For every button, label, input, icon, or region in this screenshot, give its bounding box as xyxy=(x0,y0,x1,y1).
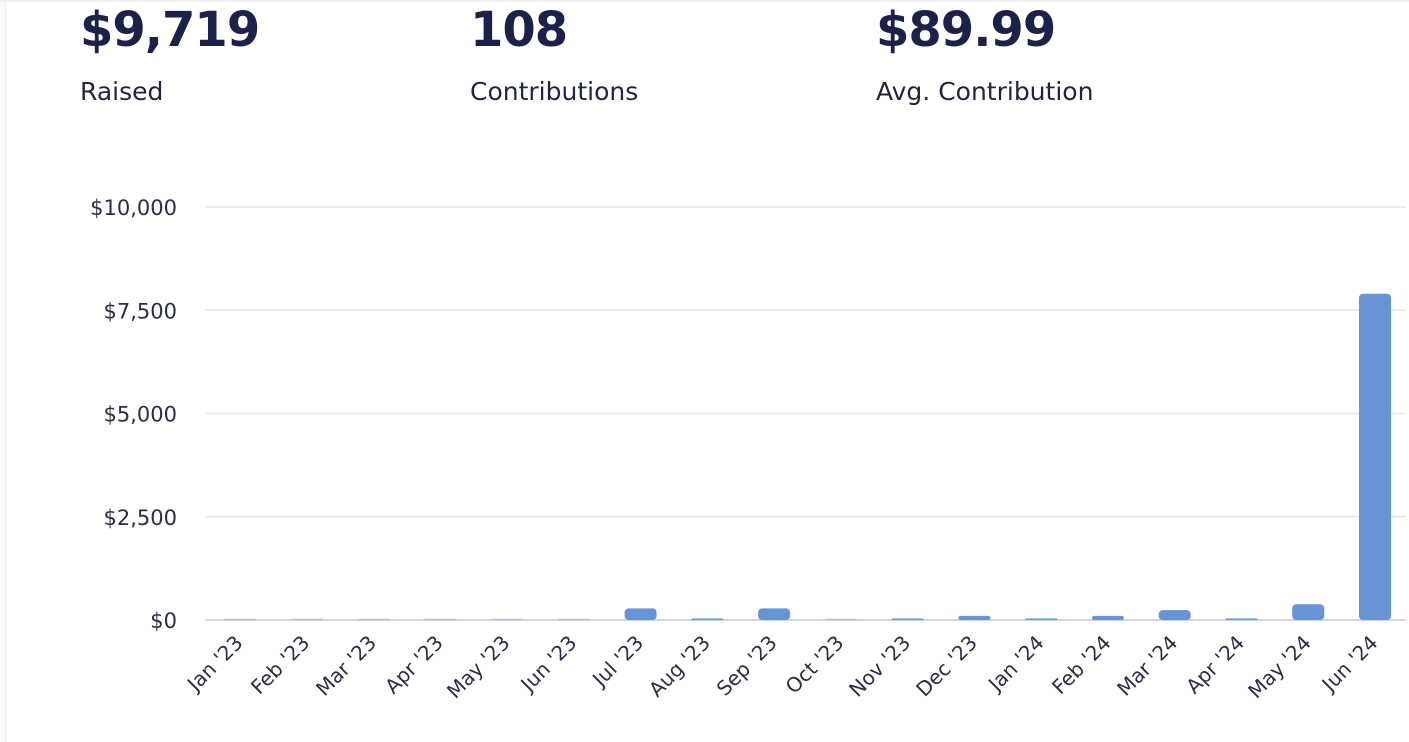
page-top-border xyxy=(0,0,1409,2)
bar[interactable] xyxy=(691,618,724,621)
stat-average-label: Avg. Contribution xyxy=(876,77,1094,106)
x-tick-label: Dec '23 xyxy=(911,631,982,702)
x-tick-label: Jun '24 xyxy=(1316,631,1383,698)
x-tick-label: Jan '24 xyxy=(982,631,1049,698)
x-tick-label: Sep '23 xyxy=(712,631,782,701)
x-tick-label: Apr '23 xyxy=(380,631,448,699)
x-tick-label: Feb '23 xyxy=(246,631,314,699)
stat-contributions: 108 Contributions xyxy=(470,0,638,107)
chart-gridlines xyxy=(205,206,1406,621)
x-tick-label: Feb '24 xyxy=(1047,631,1115,699)
bar[interactable] xyxy=(624,608,657,620)
y-tick-label: $5,000 xyxy=(104,403,177,427)
bar[interactable] xyxy=(891,618,924,621)
x-tick-label: Nov '23 xyxy=(844,631,915,702)
stat-average-value: $89.99 xyxy=(876,2,1056,58)
bar[interactable] xyxy=(357,618,390,621)
bar[interactable] xyxy=(424,618,457,621)
stat-raised-label: Raised xyxy=(80,77,164,106)
bar[interactable] xyxy=(824,618,857,621)
bar[interactable] xyxy=(1091,615,1124,620)
bar[interactable] xyxy=(557,618,590,621)
chart-bars xyxy=(224,293,1391,621)
x-tick-label: Mar '23 xyxy=(311,631,381,701)
bar[interactable] xyxy=(1292,604,1325,620)
bar[interactable] xyxy=(1225,618,1258,621)
x-tick-label: May '23 xyxy=(442,631,515,704)
bar[interactable] xyxy=(1359,293,1391,620)
bar[interactable] xyxy=(1158,610,1191,620)
stat-raised: $9,719 Raised xyxy=(80,0,260,107)
x-tick-label: Jun '23 xyxy=(514,631,581,698)
stat-average: $89.99 Avg. Contribution xyxy=(876,0,1093,107)
y-axis-ticks: $0 $2,500 $5,000 $7,500 $10,000 xyxy=(90,196,177,633)
x-tick-label: Jan '23 xyxy=(181,631,248,698)
stat-contributions-label: Contributions xyxy=(470,77,639,106)
x-tick-label: May '24 xyxy=(1243,631,1316,704)
x-tick-label: Jul '23 xyxy=(586,631,648,693)
bar[interactable] xyxy=(491,618,524,621)
y-tick-label: $2,500 xyxy=(104,506,177,530)
x-tick-label: Oct '23 xyxy=(781,631,849,699)
bar[interactable] xyxy=(224,618,256,621)
stat-raised-value: $9,719 xyxy=(80,2,260,58)
y-tick-label: $10,000 xyxy=(90,196,177,220)
page-left-border xyxy=(0,0,6,742)
y-tick-label: $0 xyxy=(150,609,177,633)
stat-contributions-value: 108 xyxy=(470,2,568,58)
x-tick-label: Mar '24 xyxy=(1112,631,1182,701)
bar[interactable] xyxy=(1025,618,1058,621)
x-tick-label: Apr '24 xyxy=(1181,631,1249,699)
y-tick-label: $7,500 xyxy=(104,299,177,323)
bar[interactable] xyxy=(290,618,323,621)
bar[interactable] xyxy=(958,615,991,620)
bar[interactable] xyxy=(758,608,791,620)
x-tick-label: Aug '23 xyxy=(644,631,715,702)
